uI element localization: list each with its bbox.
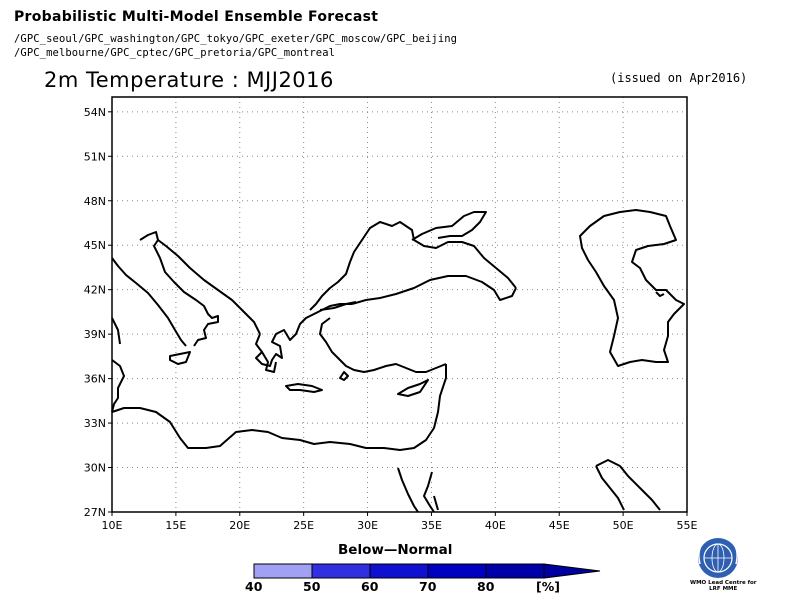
coast-italy-west [111, 257, 187, 347]
gpc-list-line-1: /GPC_seoul/GPC_washington/GPC_tokyo/GPC_… [14, 33, 458, 45]
coast-north-africa [111, 364, 447, 451]
tick-label-lat-51N: 51N [84, 150, 106, 163]
map-grid [112, 97, 687, 512]
coast-sicily [169, 351, 191, 365]
tick-label-lon-45E: 45E [549, 519, 570, 532]
coast-greece [255, 303, 352, 367]
legend-swatch-0 [253, 563, 313, 579]
legend-title: Below—Normal [338, 542, 453, 558]
wmo-caption-line-2: LRF MME [709, 586, 738, 592]
coast-caspian [579, 209, 685, 367]
tick-label-lon-10E: 10E [102, 519, 123, 532]
tick-label-lat-39N: 39N [84, 328, 106, 341]
legend-swatch-1 [311, 563, 371, 579]
coast-crete [285, 383, 323, 393]
coast-gulf-aqaba [433, 495, 439, 511]
coast-turkey-south [319, 317, 447, 373]
coast-persian-gulf-west [595, 465, 625, 511]
legend-colorbar [253, 563, 601, 579]
map-frame [111, 96, 688, 513]
coast-black-sea-north [309, 221, 517, 311]
coast-balkans-adriatic [157, 239, 261, 335]
tick-label-lon-40E: 40E [485, 519, 506, 532]
coastlines [111, 209, 685, 513]
coast-marmara [319, 301, 357, 311]
coast-tunisia [111, 359, 125, 413]
legend-unit: [%] [536, 579, 560, 594]
legend-swatch-3 [427, 563, 487, 579]
tick-label-lon-15E: 15E [165, 519, 186, 532]
legend-label-50: 50 [303, 579, 321, 594]
tick-label-lon-50E: 50E [613, 519, 634, 532]
coast-sinai-west [397, 467, 419, 513]
wmo-caption-line-1: WMO Lead Centre for [690, 580, 757, 586]
tick-label-lon-35E: 35E [421, 519, 442, 532]
legend-label-60: 60 [361, 579, 379, 594]
coast-sinai-east [423, 471, 435, 513]
coast-italy-east [139, 231, 219, 347]
legend-label-70: 70 [419, 579, 437, 594]
tick-label-lat-30N: 30N [84, 462, 106, 475]
coast-crimea [411, 211, 487, 241]
coast-peloponnese [261, 351, 277, 373]
issued-date: (issued on Apr2016) [610, 71, 748, 85]
map-title: 2m Temperature : MJJ2016 [44, 68, 334, 92]
coast-persian-gulf [595, 459, 661, 511]
legend-label-80: 80 [477, 579, 495, 594]
tick-label-lat-27N: 27N [84, 506, 106, 519]
tick-label-lon-55E: 55E [677, 519, 698, 532]
legend-arrow [543, 563, 601, 579]
coast-rhodes [339, 371, 349, 381]
coast-black-sea-south [351, 275, 517, 305]
legend-swatch-2 [369, 563, 429, 579]
longitude-axis: 10E 15E 20E 25E 30E 35E 40E 45E 50E 55E [102, 512, 698, 532]
tick-label-lat-45N: 45N [84, 239, 106, 252]
coast-sardinia [111, 317, 121, 345]
tick-label-lat-33N: 33N [84, 417, 106, 430]
wmo-caption: WMO Lead Centre for LRF MME [690, 580, 756, 592]
tick-label-lat-42N: 42N [84, 284, 106, 297]
legend-label-40: 40 [245, 579, 263, 594]
page-title: Probabilistic Multi-Model Ensemble Forec… [14, 9, 379, 25]
tick-label-lon-25E: 25E [293, 519, 314, 532]
coast-caspian-kara-bogaz [655, 291, 665, 297]
tick-label-lon-30E: 30E [357, 519, 378, 532]
latitude-axis: 54N 51N 48N 45N 42N 39N 36N 33N 30N 27N [84, 106, 112, 519]
legend-swatch-4 [485, 563, 545, 579]
tick-label-lat-54N: 54N [84, 106, 106, 119]
gpc-list-line-2: /GPC_melbourne/GPC_cptec/GPC_pretoria/GP… [14, 47, 336, 59]
coast-cyprus [397, 379, 429, 397]
wmo-emblem-icon [698, 538, 738, 578]
tick-label-lat-48N: 48N [84, 195, 106, 208]
tick-label-lat-36N: 36N [84, 373, 106, 386]
tick-label-lon-20E: 20E [229, 519, 250, 532]
